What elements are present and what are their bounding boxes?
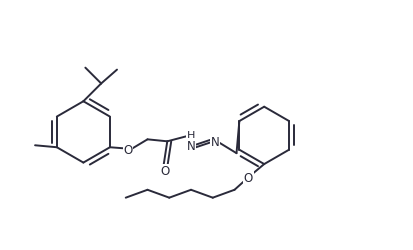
Text: O: O (244, 172, 253, 185)
Text: H: H (187, 131, 195, 141)
Text: O: O (123, 143, 132, 156)
Text: N: N (187, 139, 195, 152)
Text: N: N (210, 135, 219, 148)
Text: O: O (161, 165, 170, 178)
